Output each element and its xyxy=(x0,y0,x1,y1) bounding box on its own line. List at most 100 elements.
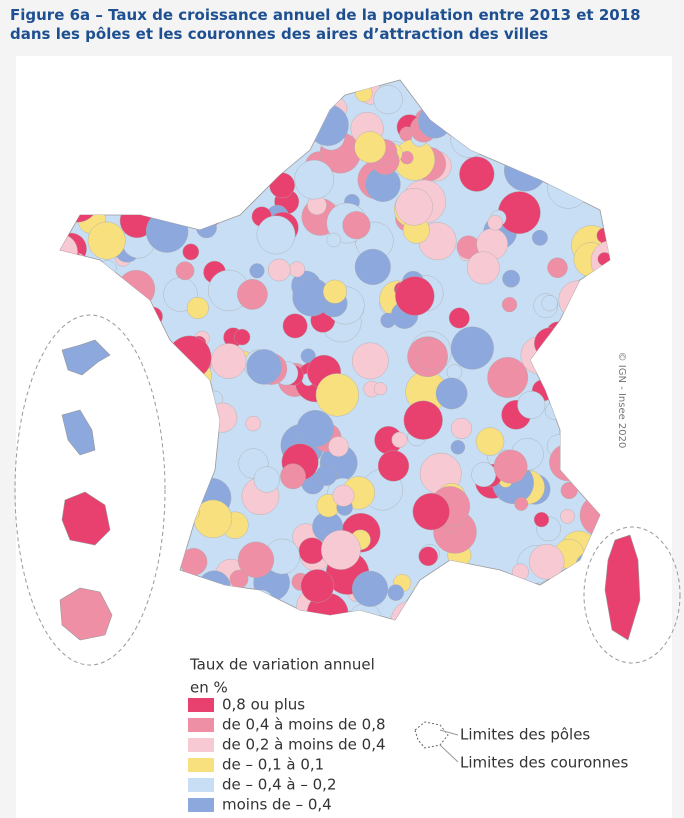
map-area xyxy=(282,313,308,339)
map-area xyxy=(493,449,528,484)
guadeloupe xyxy=(61,339,111,376)
leader xyxy=(439,729,459,736)
credit: © IGN - Insee 2020 xyxy=(616,352,627,449)
map-area xyxy=(210,343,247,379)
map-area xyxy=(233,328,251,346)
map-area xyxy=(256,215,296,255)
map-area xyxy=(533,511,550,528)
map-area xyxy=(435,377,468,410)
map-area xyxy=(395,187,433,226)
map-area xyxy=(332,484,355,507)
map-area xyxy=(459,156,495,192)
map-area xyxy=(560,482,578,500)
map-area xyxy=(560,509,575,524)
map-area xyxy=(245,415,261,432)
legend-label: de – 0,1 à 0,1 xyxy=(222,756,324,774)
legend-label: de 0,4 à moins de 0,8 xyxy=(222,716,386,734)
map-area xyxy=(448,307,470,329)
map-area xyxy=(87,221,126,260)
map-area xyxy=(377,450,410,482)
legend-label: 0,8 ou plus xyxy=(222,696,305,714)
legend-unit: en % xyxy=(190,679,228,697)
overseas-frame xyxy=(14,314,166,666)
map-area xyxy=(352,570,389,607)
map-area xyxy=(315,373,359,417)
map-area xyxy=(182,243,200,261)
map-area xyxy=(294,159,335,200)
legend-swatch xyxy=(188,798,214,812)
map-area xyxy=(322,279,347,304)
map-area xyxy=(497,191,541,234)
legend-swatch xyxy=(188,758,214,772)
map-area xyxy=(391,431,408,448)
map-area xyxy=(446,364,463,381)
legend-label: de 0,2 à moins de 0,4 xyxy=(222,736,386,754)
map-area xyxy=(451,417,473,439)
map-area xyxy=(289,261,306,278)
map-area xyxy=(320,530,361,570)
map-area xyxy=(280,463,306,490)
map-area xyxy=(300,569,335,603)
map-area xyxy=(403,400,443,440)
map-area xyxy=(466,251,500,285)
legend-swatch xyxy=(188,738,214,752)
boundary-label: Limites des pôles xyxy=(460,726,590,744)
map-area xyxy=(296,410,334,448)
map-area xyxy=(351,342,389,380)
map-area xyxy=(412,493,450,531)
map-area xyxy=(249,263,265,279)
map-area xyxy=(253,466,280,493)
corsica xyxy=(604,534,641,641)
corsica-frame xyxy=(583,526,681,664)
map-area xyxy=(373,84,403,115)
map-area xyxy=(354,131,387,164)
map-area xyxy=(418,546,438,566)
map-area xyxy=(342,211,371,240)
map-area xyxy=(450,440,466,455)
legend-swatch xyxy=(188,718,214,732)
map-area xyxy=(175,261,195,281)
legend: 0,8 ou plus de 0,4 à moins de 0,8 de 0,2 à… xyxy=(188,696,386,814)
map-area xyxy=(328,436,349,457)
legend-swatch xyxy=(188,698,214,712)
map-area xyxy=(315,464,337,486)
map-area xyxy=(450,326,494,370)
map-area xyxy=(326,232,341,248)
map-area xyxy=(475,427,505,456)
leader xyxy=(439,744,459,763)
figure-title: Figure 6a – Taux de croissance annuel de… xyxy=(10,6,641,43)
map-area xyxy=(354,248,391,285)
map-area xyxy=(502,269,520,288)
map-area xyxy=(471,462,497,487)
boundary-label: Limites des couronnes xyxy=(460,754,629,772)
map-area xyxy=(487,357,529,398)
boundary-icon xyxy=(414,721,449,749)
map-area xyxy=(541,295,558,312)
map-area xyxy=(229,569,249,589)
map-area xyxy=(514,496,529,511)
map-area xyxy=(387,584,404,601)
map-area xyxy=(501,297,518,313)
map-area xyxy=(395,276,435,316)
legend-label: moins de – 0,4 xyxy=(222,796,332,814)
map-area xyxy=(237,279,268,310)
map-area xyxy=(246,349,282,385)
guyane xyxy=(61,491,111,546)
map-area xyxy=(517,390,546,419)
map-area xyxy=(487,215,503,231)
legend-title: Taux de variation annuel xyxy=(189,656,375,674)
map-area xyxy=(532,229,548,246)
map-area xyxy=(374,382,388,396)
map-area xyxy=(529,544,565,580)
reunion xyxy=(59,587,113,641)
map-area xyxy=(186,297,209,320)
map-area xyxy=(547,257,568,278)
legend-label: de – 0,4 à – 0,2 xyxy=(222,776,337,794)
map-area xyxy=(415,338,448,371)
legend-swatch xyxy=(188,778,214,792)
map-area xyxy=(237,541,275,578)
martinique xyxy=(61,409,96,456)
map-area xyxy=(267,258,291,282)
